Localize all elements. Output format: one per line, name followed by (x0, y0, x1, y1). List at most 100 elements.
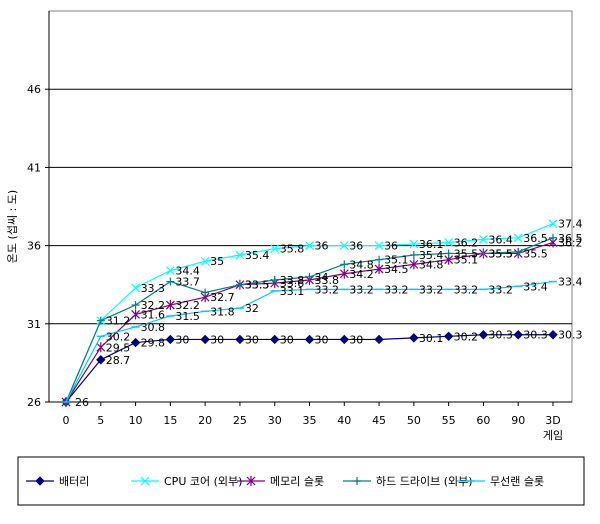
axes: 26 31 36 41 46 0 5 10 15 20 25 30 35 40 45 50 55 60 90 3D 게임… (6, 11, 572, 442)
data-label: 30 (245, 333, 259, 346)
marker-stroke (374, 241, 384, 251)
data-label: 36.5 (558, 232, 583, 245)
x-tick-label: 20 (198, 414, 212, 427)
data-label: 30.2 (106, 330, 130, 343)
data-label: 36 (384, 240, 398, 253)
data-label: 35.1 (384, 254, 409, 267)
data-label: 36.2 (454, 236, 479, 249)
data-label: 34.4 (175, 265, 200, 278)
marker-stroke (479, 234, 488, 244)
data-label: 30 (315, 333, 329, 346)
data-label: 30.8 (141, 321, 166, 334)
data-label: 35.5 (454, 247, 479, 260)
data-label: 33.2 (454, 283, 479, 296)
data-label: 30.3 (523, 329, 548, 342)
x-tick-label: 5 (97, 414, 104, 427)
data-label: 36.5 (523, 232, 548, 245)
legend-label: 배터리 (59, 475, 89, 488)
data-label: 32.2 (141, 299, 166, 312)
data-label: 33.7 (175, 276, 200, 289)
legend-marker (246, 476, 256, 486)
x-tick-label: 15 (163, 414, 177, 427)
data-point (270, 244, 280, 254)
data-label: 30.1 (419, 332, 444, 345)
data-point (270, 334, 280, 345)
data-point (478, 330, 489, 340)
data-label: 35.5 (488, 247, 513, 260)
data-label: 30.2 (454, 330, 479, 343)
x-tick-label: 40 (337, 414, 351, 427)
data-labels: 28.7 29.8 30 30 30 30 30 30 30.1 30.2 30.3 30.3 30.3… (75, 218, 583, 409)
marker-stroke (444, 238, 454, 247)
data-point (96, 355, 106, 365)
data-label: 34.2 (349, 268, 374, 281)
data-label: 33.2 (419, 283, 444, 296)
data-label: 33.2 (349, 283, 374, 296)
data-point (479, 249, 488, 258)
data-label: 28.7 (106, 354, 130, 367)
data-point (130, 337, 141, 348)
marker-stroke (235, 250, 245, 260)
data-point (165, 266, 175, 276)
data-point (339, 334, 349, 345)
data-point (131, 283, 140, 293)
series-group (61, 219, 558, 407)
data-label: 30 (210, 333, 224, 346)
data-label: 30.3 (558, 329, 583, 342)
y-tick-label: 46 (27, 83, 41, 96)
x-tick-label: 50 (407, 414, 421, 427)
data-label: 29.8 (141, 337, 166, 350)
data-label: 33.4 (558, 276, 583, 289)
data-label: 30 (349, 333, 363, 346)
data-point (131, 309, 140, 320)
data-label: 33.1 (280, 285, 305, 298)
data-label: 36 (315, 240, 329, 253)
data-label: 34 (315, 271, 329, 284)
data-point (514, 247, 523, 256)
data-label: 34.8 (349, 258, 374, 271)
data-point (235, 280, 244, 289)
data-point (165, 300, 175, 311)
data-label: 30 (175, 333, 189, 346)
x-tick-label: 55 (442, 414, 456, 427)
data-label: 35.5 (488, 247, 513, 260)
x-tick-label: 60 (476, 414, 490, 427)
data-label: 33.8 (280, 274, 305, 287)
data-label: 30.3 (488, 329, 513, 342)
x-tick-label: 3D (545, 414, 560, 427)
data-label: 33.6 (280, 277, 305, 290)
x-tick-label: 35 (303, 414, 317, 427)
legend-label: 하드 드라이브 (외부) (376, 474, 473, 488)
data-point (304, 334, 315, 345)
data-label: 33.2 (488, 283, 513, 296)
marker-stroke (339, 241, 349, 251)
y-tick-label: 41 (27, 161, 41, 174)
data-point (305, 241, 314, 251)
data-label: 32 (245, 302, 259, 315)
data-point (375, 255, 384, 264)
data-point (548, 330, 558, 340)
data-point (340, 260, 349, 269)
data-point (305, 272, 314, 281)
data-point (165, 334, 176, 345)
marker-stroke (131, 283, 140, 293)
data-label: 35 (210, 255, 224, 268)
data-point (374, 334, 384, 345)
data-label: 33.2 (315, 283, 340, 296)
data-point (409, 250, 418, 259)
legend-label: 메모리 슬롯 (270, 475, 324, 488)
marker-stroke (165, 266, 175, 276)
data-point (479, 234, 488, 244)
data-label: 33.2 (384, 283, 409, 296)
data-label: 34.8 (419, 258, 444, 271)
marker-stroke (305, 241, 314, 251)
x-tick-label: 30 (268, 414, 282, 427)
data-point (409, 239, 419, 249)
marker-stroke (409, 239, 419, 249)
legend-box (17, 456, 585, 506)
data-point (96, 316, 105, 325)
data-label: 32.7 (210, 291, 235, 304)
data-point (548, 219, 558, 229)
data-label: 35.4 (245, 249, 270, 262)
